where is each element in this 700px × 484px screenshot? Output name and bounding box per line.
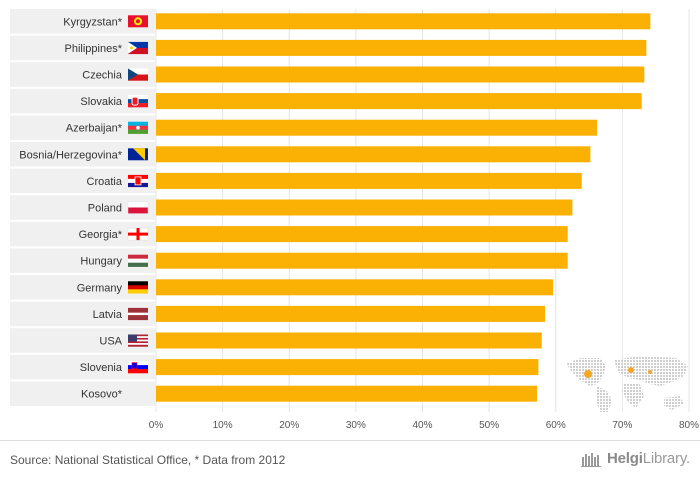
germany-flag-icon <box>128 281 148 294</box>
map-highlight-asia <box>648 370 652 374</box>
poland-flag-icon <box>127 201 149 214</box>
bar-6 <box>156 146 591 163</box>
bar-2 <box>156 39 647 56</box>
x-tick-label: 0% <box>149 420 164 431</box>
bosnia-herzegovina-flag-icon <box>128 148 148 161</box>
category-label: Slovenia <box>80 362 123 374</box>
category-label: Kosovo* <box>81 389 123 401</box>
bar-15 <box>156 385 538 402</box>
category-label: Bosnia/Herzegovina* <box>19 149 122 161</box>
source-note: Source: National Statistical Office, * D… <box>10 453 286 467</box>
bar-13 <box>156 332 542 349</box>
croatia-flag-icon <box>128 174 148 188</box>
category-label: Czechia <box>82 70 123 82</box>
bar-3 <box>156 66 645 83</box>
bar-chart: Kyrgyzstan* Philippines* Czechia Slovakia Az… <box>10 9 699 431</box>
hungary-flag-icon <box>128 254 148 267</box>
category-label: Croatia <box>87 176 123 188</box>
bar-14 <box>156 359 539 376</box>
x-tick-label: 50% <box>479 420 499 431</box>
world-map-icon <box>566 356 688 412</box>
philippines-flag-icon <box>128 41 148 55</box>
category-label: Slovakia <box>80 96 122 108</box>
bar-11 <box>156 279 554 296</box>
georgia-flag-icon <box>127 227 149 241</box>
category-labels: Kyrgyzstan* Philippines* Czechia Slovakia Az… <box>19 16 123 400</box>
footer: Source: National Statistical Office, * D… <box>0 440 700 484</box>
bar-9 <box>156 226 568 243</box>
bar-12 <box>156 305 546 322</box>
usa-flag-icon <box>128 334 148 347</box>
x-tick-label: 80% <box>679 420 699 431</box>
row-band <box>10 381 156 406</box>
category-label: Poland <box>88 203 122 215</box>
logo-helgi: Helgi <box>607 450 643 467</box>
bar-1 <box>156 13 651 30</box>
x-tick-label: 30% <box>346 420 366 431</box>
bar-7 <box>156 172 582 189</box>
kyrgyzstan-flag-icon <box>128 15 148 28</box>
category-label: Kyrgyzstan* <box>63 16 122 28</box>
map-highlight-europe <box>628 367 634 373</box>
flag-icons <box>127 15 149 374</box>
x-tick-label: 10% <box>213 420 233 431</box>
category-label: USA <box>99 336 122 348</box>
latvia-flag-icon <box>128 307 148 321</box>
x-tick-label: 20% <box>279 420 299 431</box>
category-label: Germany <box>77 282 123 294</box>
slovakia-flag-icon <box>128 95 148 108</box>
category-label: Georgia* <box>79 229 123 241</box>
helgilibrary-logo[interactable]: HelgiLibrary. <box>581 450 690 467</box>
bar-5 <box>156 119 598 136</box>
category-label: Hungary <box>80 256 122 268</box>
category-label: Azerbaijan* <box>66 123 123 135</box>
bar-4 <box>156 93 642 110</box>
bar-8 <box>156 199 573 216</box>
x-tick-label: 60% <box>546 420 566 431</box>
azerbaijan-flag-icon <box>128 121 148 134</box>
x-tick-label: 70% <box>612 420 632 431</box>
slovenia-flag-icon <box>128 361 148 374</box>
x-tick-label: 40% <box>412 420 432 431</box>
bar-10 <box>156 252 568 269</box>
map-highlight-usa <box>584 370 592 378</box>
logo-library: Library. <box>642 450 691 467</box>
category-label: Latvia <box>93 309 123 321</box>
bars <box>156 13 651 402</box>
library-icon <box>581 452 601 467</box>
x-axis-ticks: 0% 10% 20% 30% 40% 50% 60% 70% 80% <box>149 420 699 431</box>
category-label: Philippines* <box>65 43 123 55</box>
czechia-flag-icon <box>128 68 148 81</box>
